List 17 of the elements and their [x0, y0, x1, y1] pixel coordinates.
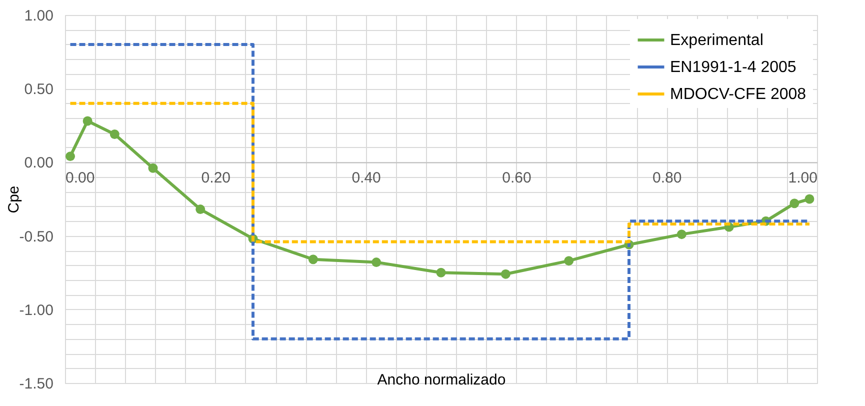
x-tick-label: 1.00	[788, 170, 818, 187]
legend-label: MDOCV-CFE 2008	[670, 86, 806, 103]
y-tick-label: -0.50	[19, 228, 54, 246]
legend-label: Experimental	[670, 32, 764, 49]
x-tick-label: 0.00	[66, 170, 95, 187]
y-axis-title: Cpe	[5, 186, 22, 214]
x-axis-title: Ancho normalizado	[377, 372, 506, 388]
y-tick-label: 0.00	[24, 154, 54, 172]
y-tick-label: -1.00	[19, 302, 54, 319]
x-tick-label: 0.80	[652, 170, 682, 187]
y-tick-label: 0.50	[24, 81, 54, 98]
y-tick-label: 1.00	[24, 8, 54, 24]
legend-label: EN1991-1-4 2005	[670, 59, 796, 76]
x-tick-label: 0.20	[201, 170, 230, 187]
x-tick-label: 0.40	[352, 170, 381, 187]
x-tick-label: 0.60	[502, 170, 532, 187]
y-tick-label: -1.50	[19, 376, 54, 392]
